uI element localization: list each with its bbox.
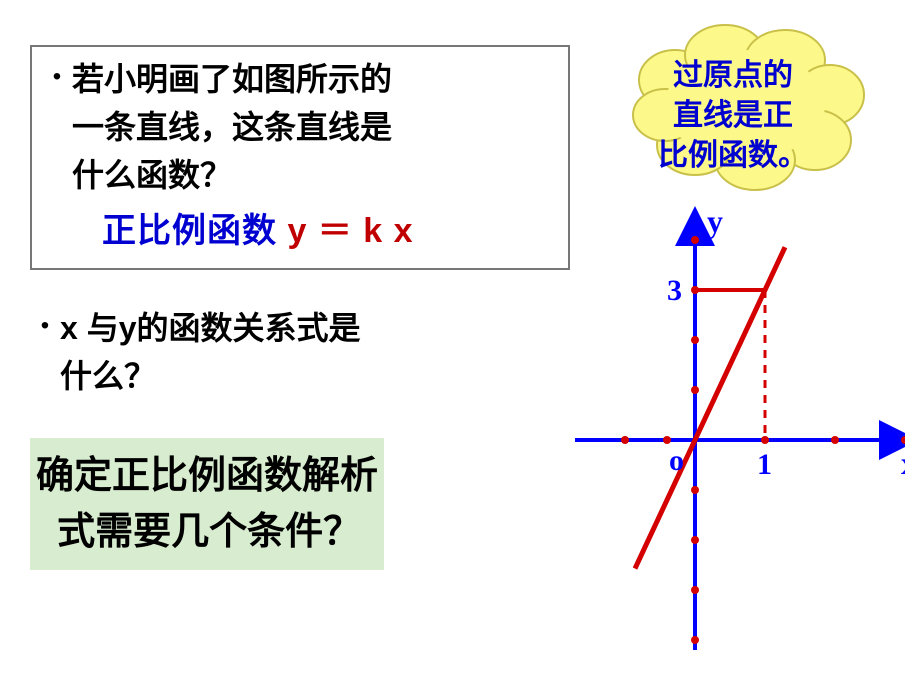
answer-label: 正比例函数 bbox=[102, 212, 287, 250]
question2-block: • x 与y的函数关系式是 什么？ bbox=[30, 304, 361, 400]
bullet-icon: • bbox=[30, 304, 60, 348]
question2-text: x 与y的函数关系式是 什么？ bbox=[60, 304, 361, 400]
content-box: • 若小明画了如图所示的 一条直线，这条直线是 什么函数？ 正比例函数 y ＝ … bbox=[30, 45, 570, 270]
q2-line2: 什么？ bbox=[60, 358, 156, 394]
highlight-text: 确定正比例函数解析 式需要几个条件？ bbox=[36, 448, 378, 560]
q1-line2: 一条直线，这条直线是 bbox=[72, 109, 392, 145]
hl-line1: 确定正比例函数解析 bbox=[36, 455, 378, 497]
highlight-box: 确定正比例函数解析 式需要几个条件？ bbox=[30, 438, 384, 570]
thought-cloud: 过原点的 直线是正 比例函数。 bbox=[620, 20, 870, 200]
coordinate-graph: y x o 1 3 bbox=[525, 190, 905, 670]
svg-text:x: x bbox=[901, 445, 905, 481]
question1-block: • 若小明画了如图所示的 一条直线，这条直线是 什么函数？ bbox=[42, 55, 558, 199]
cloud-line2: 直线是正 bbox=[673, 99, 793, 132]
svg-text:y: y bbox=[707, 203, 723, 239]
cloud-line3: 比例函数。 bbox=[658, 139, 808, 172]
svg-text:1: 1 bbox=[757, 448, 772, 481]
cloud-text: 过原点的 直线是正 比例函数。 bbox=[658, 56, 808, 176]
svg-text:o: o bbox=[669, 444, 684, 477]
graph-svg: y x o 1 3 bbox=[525, 190, 905, 670]
question1-text: 若小明画了如图所示的 一条直线，这条直线是 什么函数？ bbox=[72, 55, 392, 199]
hl-line2: 式需要几个条件？ bbox=[57, 511, 361, 553]
cloud-line1: 过原点的 bbox=[673, 59, 793, 92]
bullet-icon: • bbox=[42, 55, 72, 99]
svg-text:3: 3 bbox=[667, 274, 682, 307]
q1-line1: 若小明画了如图所示的 bbox=[72, 61, 392, 97]
answer-formula: y ＝ k x bbox=[287, 212, 413, 250]
q1-line3: 什么函数？ bbox=[72, 157, 232, 193]
q2-line1: x 与y的函数关系式是 bbox=[60, 310, 361, 346]
answer-line: 正比例函数 y ＝ k x bbox=[102, 203, 558, 252]
